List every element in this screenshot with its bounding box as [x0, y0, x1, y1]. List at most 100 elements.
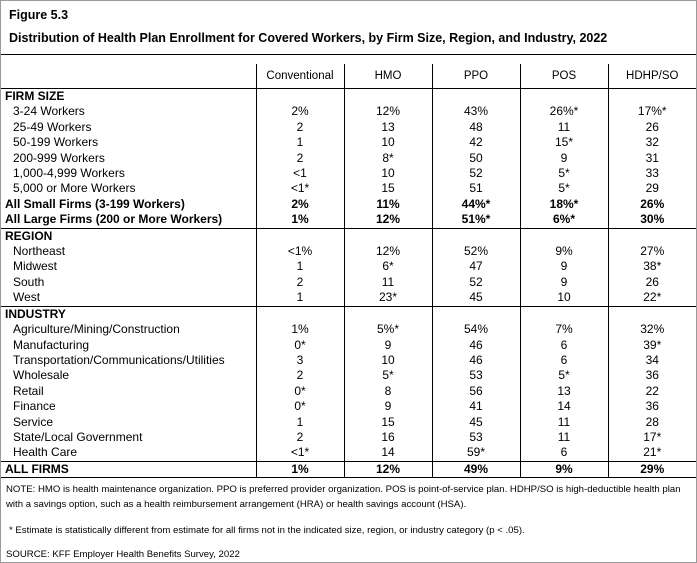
cell-value: 28: [607, 414, 696, 430]
cell-value: 3: [255, 352, 344, 369]
cell-value: 52: [431, 274, 520, 291]
row-label: Agriculture/Mining/Construction: [13, 322, 180, 337]
section-row: ALL FIRMS 1% 12% 49% 9% 29%: [1, 460, 696, 478]
table-row: Transportation/Communications/Utilities 3…: [1, 352, 696, 369]
cell-value: <1: [255, 166, 344, 182]
header-spacer-row: [1, 55, 696, 64]
column-header-hdhp-so: HDHP/SO: [607, 64, 696, 89]
cell-value: 38*: [607, 259, 696, 275]
cell-value: 0*: [255, 337, 344, 353]
row-label: 5,000 or More Workers: [13, 181, 136, 196]
cell-value: 56: [431, 383, 520, 400]
cell-value: 2: [255, 150, 344, 167]
cell-value: 2: [255, 429, 344, 446]
cell-value: 22*: [607, 290, 696, 307]
cell-value: 9: [343, 337, 432, 353]
cell-value: [519, 305, 608, 323]
section-title: REGION: [1, 227, 256, 245]
figure-label: Figure 5.3: [9, 8, 69, 22]
cell-value: 15: [343, 414, 432, 430]
cell-value: 17*: [607, 429, 696, 446]
cell-value: 9: [343, 399, 432, 415]
cell-value: 2%: [255, 196, 344, 213]
note-abbreviations: NOTE: HMO is health maintenance organiza…: [6, 484, 681, 511]
cell-value: 32%: [607, 322, 696, 338]
cell-value: 10: [343, 135, 432, 151]
table-row: Finance 0* 9 41 14 36: [1, 399, 696, 415]
cell-value: 10: [519, 290, 608, 307]
cell-value: 11: [519, 429, 608, 446]
cell-value: 6*: [343, 259, 432, 275]
table-row: 1,000-4,999 Workers <1 10 52 5* 33: [1, 166, 696, 182]
cell-value: 1: [255, 135, 344, 151]
cell-value: 31: [607, 150, 696, 167]
cell-value: [255, 227, 344, 245]
cell-value: 15*: [519, 135, 608, 151]
cell-value: 6%*: [519, 212, 608, 229]
row-label: Northeast: [13, 244, 66, 259]
cell-value: 11%: [343, 196, 432, 213]
cell-value: 2: [255, 119, 344, 136]
cell-value: 8*: [343, 150, 432, 167]
row-label: 3-24 Workers: [13, 104, 85, 119]
cell-value: 51: [431, 181, 520, 197]
cell-value: 12%: [343, 212, 432, 229]
cell-value: 12%: [343, 244, 432, 260]
cell-value: 1: [255, 259, 344, 275]
column-header-ppo: PPO: [431, 64, 520, 89]
cell-value: <1*: [255, 445, 344, 462]
cell-value: 34: [607, 352, 696, 369]
row-label: Service: [13, 414, 54, 429]
cell-value: 21*: [607, 445, 696, 462]
row-label: South: [13, 274, 45, 289]
cell-value: [343, 227, 432, 245]
table-row: Northeast <1% 12% 52% 9% 27%: [1, 244, 696, 260]
table-row: 200-999 Workers 2 8* 50 9 31: [1, 150, 696, 167]
row-label: Health Care: [13, 445, 78, 460]
cell-value: 1%: [255, 322, 344, 338]
table-row: All Small Firms (3-199 Workers) 2% 11% 44%*…: [1, 196, 696, 213]
row-label: Transportation/Communications/Utilities: [13, 352, 225, 367]
cell-value: 26%*: [519, 104, 608, 120]
cell-value: 11: [343, 274, 432, 291]
cell-value: 6: [519, 337, 608, 353]
cell-value: 48: [431, 119, 520, 136]
table-row: Agriculture/Mining/Construction 1% 5%* 54% 7…: [1, 322, 696, 338]
cell-value: 44%*: [431, 196, 520, 213]
cell-value: 7%: [519, 322, 608, 338]
cell-value: 29%: [607, 460, 696, 478]
cell-value: 10: [343, 352, 432, 369]
row-label: All Large Firms (200 or More Workers): [5, 212, 223, 227]
cell-value: 36: [607, 368, 696, 384]
cell-value: 5*: [343, 368, 432, 384]
table-row: 25-49 Workers 2 13 48 11 26: [1, 119, 696, 136]
cell-value: 15: [343, 181, 432, 197]
notes-block: NOTE: HMO is health maintenance organiza…: [1, 478, 696, 562]
title-block: Figure 5.3 Distribution of Health Plan E…: [1, 1, 696, 55]
cell-value: <1*: [255, 181, 344, 197]
cell-value: 29: [607, 181, 696, 197]
note-estimate: * Estimate is statistically different fr…: [9, 525, 525, 537]
column-header-conventional: Conventional: [255, 64, 344, 89]
column-header-pos: POS: [519, 64, 608, 89]
cell-value: [255, 88, 344, 105]
table-row: All Large Firms (200 or More Workers) 1% 1…: [1, 212, 696, 229]
cell-value: 2: [255, 274, 344, 291]
table-row: South 2 11 52 9 26: [1, 274, 696, 291]
row-label: Manufacturing: [13, 337, 90, 352]
cell-value: 9: [519, 259, 608, 275]
row-label-column-header: [1, 64, 256, 89]
cell-value: 5*: [519, 181, 608, 197]
cell-value: 59*: [431, 445, 520, 462]
cell-value: 6: [519, 445, 608, 462]
cell-value: 23*: [343, 290, 432, 307]
row-label: 1,000-4,999 Workers: [13, 166, 125, 181]
cell-value: 13: [343, 119, 432, 136]
section-title: FIRM SIZE: [1, 88, 256, 105]
table-row: 5,000 or More Workers <1* 15 51 5* 29: [1, 181, 696, 197]
cell-value: 51%*: [431, 212, 520, 229]
cell-value: 46: [431, 337, 520, 353]
cell-value: 10: [343, 166, 432, 182]
cell-value: 33: [607, 166, 696, 182]
